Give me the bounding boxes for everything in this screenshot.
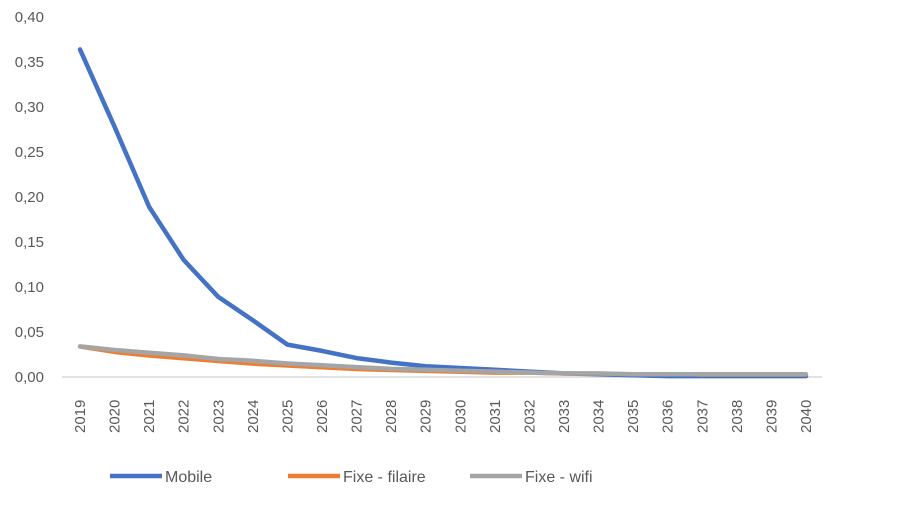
x-tick-label: 2039 [763,400,780,433]
y-tick-label: 0,35 [15,54,44,71]
x-tick-label: 2040 [798,400,815,433]
x-tick-label: 2036 [660,400,677,433]
legend-label: Fixe - filaire [343,469,426,486]
y-tick-label: 0,20 [15,189,44,206]
x-tick-label: 2037 [694,400,711,433]
y-tick-label: 0,40 [15,9,44,26]
x-tick-label: 2038 [729,400,746,433]
legend-item: Fixe - wifi [470,469,593,486]
x-tick-label: 2019 [72,400,89,433]
x-tick-label: 2022 [176,400,193,433]
x-tick-label: 2029 [418,400,435,433]
y-tick-label: 0,10 [15,279,44,296]
x-tick-label: 2035 [625,400,642,433]
y-tick-label: 0,25 [15,144,44,161]
x-tick-label: 2025 [279,400,296,433]
x-tick-label: 2021 [141,400,158,433]
series-line-mobile [80,49,806,376]
y-tick-label: 0,05 [15,324,44,341]
y-tick-label: 0,30 [15,99,44,116]
x-tick-label: 2032 [521,400,538,433]
x-tick-label: 2023 [210,400,227,433]
x-tick-label: 2030 [452,400,469,433]
x-tick-label: 2020 [107,400,124,433]
legend-label: Fixe - wifi [525,469,593,486]
x-tick-label: 2033 [556,400,573,433]
legend-label: Mobile [165,469,212,486]
x-tick-label: 2026 [314,400,331,433]
x-tick-label: 2027 [349,400,366,433]
x-tick-label: 2034 [591,400,608,433]
legend-item: Mobile [110,469,212,486]
x-tick-label: 2024 [245,400,262,433]
x-tick-label: 2028 [383,400,400,433]
legend-item: Fixe - filaire [288,469,426,486]
x-tick-label: 2031 [487,400,504,433]
y-tick-label: 0,00 [15,369,44,386]
y-tick-label: 0,15 [15,234,44,251]
